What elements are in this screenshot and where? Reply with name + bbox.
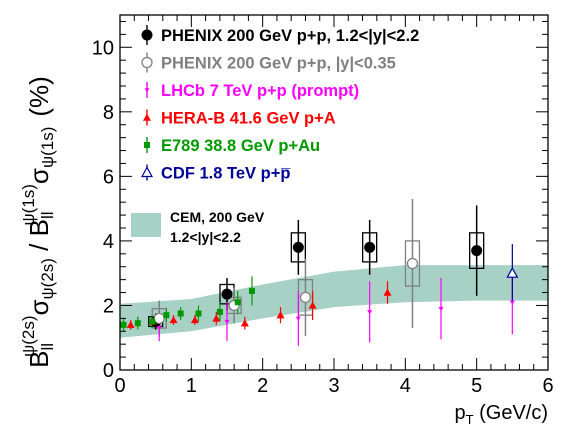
legend-label-4: E789 38.8 GeV p+Au xyxy=(161,137,320,155)
data-point-s2-p0 xyxy=(156,326,162,331)
y-tick-label-1: 2 xyxy=(103,295,114,317)
y-tick-label-4: 8 xyxy=(103,102,114,124)
data-point-s2-p1 xyxy=(224,319,230,325)
y-tick-label-5: 10 xyxy=(92,37,114,59)
y-tick-label-3: 6 xyxy=(103,166,114,188)
data-point-s1-p2 xyxy=(299,291,312,304)
data-point-s4-p6 xyxy=(216,308,223,315)
x-tick-label-1: 1 xyxy=(186,375,197,397)
data-point-s4-p4 xyxy=(177,310,184,317)
x-tick-label-0: 0 xyxy=(114,375,125,397)
x-tick-label-3: 3 xyxy=(328,375,339,397)
data-point-s0-p1 xyxy=(221,288,233,300)
data-point-s2-p2 xyxy=(295,316,301,321)
legend-band-label-line2: 1.2<|y|<2.2 xyxy=(170,229,241,245)
marker-layer xyxy=(120,241,519,331)
data-point-s5-p0 xyxy=(506,266,519,278)
data-point-s4-p7 xyxy=(234,299,241,306)
data-point-s3-p6 xyxy=(276,311,285,319)
data-point-s3-p4 xyxy=(212,314,221,322)
data-point-s3-p8 xyxy=(383,288,392,296)
x-tick-label-4: 4 xyxy=(400,375,411,397)
data-point-s3-p5 xyxy=(240,319,249,327)
legend-label-3: HERA-B 41.6 GeV p+A xyxy=(161,110,336,128)
legend-marker-3 xyxy=(143,113,151,121)
legend-marker-0 xyxy=(141,29,153,41)
data-point-s2-p4 xyxy=(438,306,444,312)
data-point-s0-p4 xyxy=(471,245,483,257)
data-point-s2-p3 xyxy=(367,310,373,315)
data-point-s4-p1 xyxy=(134,320,141,327)
data-point-s2-p5 xyxy=(509,300,515,305)
x-tick-label-2: 2 xyxy=(257,375,268,397)
legend-marker-2 xyxy=(144,88,150,93)
data-point-s0-p2 xyxy=(292,241,304,253)
data-point-s0-p3 xyxy=(364,241,376,253)
x-tick-label-5: 5 xyxy=(471,375,482,397)
cem-band-layer xyxy=(120,265,548,338)
x-tick-label-6: 6 xyxy=(542,375,553,397)
data-point-s3-p0 xyxy=(126,320,135,329)
data-point-s4-p5 xyxy=(195,310,202,317)
legend-label-0: PHENIX 200 GeV p+p, 1.2<|y|<2.2 xyxy=(161,27,419,45)
legend-band-label-line1: CEM, 200 GeV xyxy=(170,209,265,225)
data-point-s1-p3 xyxy=(406,257,419,270)
data-point-s1-p0 xyxy=(153,312,165,325)
data-point-s3-p7 xyxy=(308,301,317,309)
cem-band xyxy=(120,265,548,338)
legend-band-swatch xyxy=(131,213,161,237)
legend-marker-5 xyxy=(140,166,154,178)
data-point-s4-p0 xyxy=(120,321,127,328)
data-point-s4-p3 xyxy=(163,312,170,319)
y-axis-label: Bllψ(2s)σψ(2s) / Bllψ(1s)σψ(1s)(%) xyxy=(19,76,57,368)
legend-marker-1 xyxy=(141,56,153,69)
legend: PHENIX 200 GeV p+p, 1.2<|y|<2.2 PHENIX 20… xyxy=(131,25,419,245)
legend-label-5: CDF 1.8 TeV p+p̅ xyxy=(161,165,291,183)
data-point-s3-p3 xyxy=(190,315,199,324)
x-axis-label: pT (GeV/c) xyxy=(454,402,548,427)
legend-label-2: LHCb 7 TeV p+p (prompt) xyxy=(161,82,359,100)
legend-label-1: PHENIX 200 GeV p+p, |y|<0.35 xyxy=(161,55,396,73)
y-tick-label-0: 0 xyxy=(103,360,114,382)
data-point-s4-p2 xyxy=(149,318,156,325)
axis-layer: 0 1 2 3 4 5 6 0 2 4 6 8 10 xyxy=(92,14,554,397)
data-point-s4-p8 xyxy=(248,287,255,294)
data-point-s3-p2 xyxy=(169,315,178,324)
legend-marker-4 xyxy=(144,142,150,148)
y-tick-label-2: 4 xyxy=(103,231,114,253)
